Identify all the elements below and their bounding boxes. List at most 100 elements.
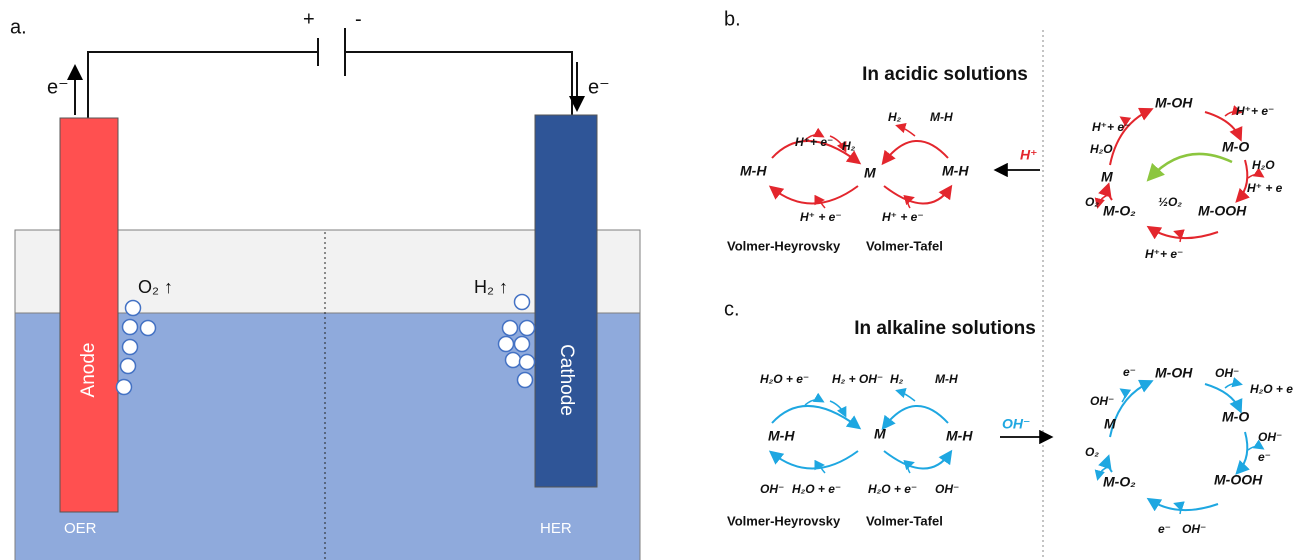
bubble xyxy=(518,373,533,388)
label: H⁺ xyxy=(1020,147,1038,163)
arrow xyxy=(1248,174,1262,178)
label: H₂ xyxy=(842,139,856,153)
arrow xyxy=(1110,382,1150,437)
label: M xyxy=(864,165,876,181)
bubble xyxy=(520,321,535,336)
page: {"panel_a": {"label": "a.", "plus": "+",… xyxy=(0,0,1293,560)
bubble xyxy=(121,359,136,374)
label: M xyxy=(874,426,886,442)
label: H⁺+ e⁻ xyxy=(1092,120,1130,134)
label: H⁺+ e⁻ xyxy=(1145,247,1183,261)
label: H₂ + OH⁻ xyxy=(832,372,883,386)
label: M-OH xyxy=(1155,365,1193,381)
arrow xyxy=(1238,432,1247,472)
label: In acidic solutions xyxy=(862,64,1028,85)
arrow xyxy=(884,406,948,427)
arrow xyxy=(1110,110,1150,165)
label: H⁺ + e⁻ xyxy=(882,210,924,224)
arrow xyxy=(1205,384,1240,410)
arrow xyxy=(1108,458,1113,472)
label: Volmer-Tafel xyxy=(866,238,943,253)
label: OH⁻ xyxy=(935,482,959,496)
bubble xyxy=(126,301,141,316)
arrow xyxy=(884,141,948,162)
label: H⁺+ e⁻ xyxy=(795,135,833,149)
arrow xyxy=(1238,160,1247,200)
arrow xyxy=(772,186,858,204)
label: H⁺ + e xyxy=(1247,181,1283,195)
bubble xyxy=(506,353,521,368)
label: O₂ xyxy=(1085,195,1099,209)
label: M-OOH xyxy=(1214,472,1263,488)
label: O₂ xyxy=(1085,445,1099,459)
label: M-H xyxy=(768,428,795,444)
arrow xyxy=(898,126,915,136)
label: OER xyxy=(64,520,97,537)
bubble xyxy=(515,295,530,310)
label: - xyxy=(355,8,362,30)
bubble xyxy=(499,337,514,352)
label: e⁻ xyxy=(1123,365,1136,379)
bubble xyxy=(503,321,518,336)
label: HER xyxy=(540,520,572,537)
label: H⁺ + e⁻ xyxy=(800,210,842,224)
arrow xyxy=(1108,186,1113,200)
label: M-O₂ xyxy=(1103,474,1136,490)
label: ½O₂ xyxy=(1158,195,1182,209)
bubble xyxy=(520,355,535,370)
bubble xyxy=(141,321,156,336)
label: a. xyxy=(10,16,27,38)
label: Volmer-Tafel xyxy=(866,513,943,528)
label: e⁻ xyxy=(1158,522,1171,536)
arrow xyxy=(805,400,822,405)
label: H₂O xyxy=(1090,142,1113,156)
arrow xyxy=(1150,228,1218,238)
label: OH⁻ xyxy=(1090,394,1114,408)
label: In alkaline solutions xyxy=(854,318,1036,339)
label: b. xyxy=(724,8,741,30)
figure: a.+-e⁻e⁻AnodeCathodeO₂ ↑H₂ ↑OERHERb.In a… xyxy=(0,0,1293,560)
label: H₂ xyxy=(890,372,904,386)
label: H₂O + e⁻ xyxy=(868,482,917,496)
electrolyzer xyxy=(15,28,640,560)
label: M-OOH xyxy=(1198,203,1247,219)
label: Volmer-Heyrovsky xyxy=(727,238,841,253)
label: e⁻ xyxy=(47,76,69,98)
label: M-H xyxy=(740,163,767,179)
label: e⁻ xyxy=(588,76,610,98)
arrow xyxy=(884,186,950,204)
label: M-O xyxy=(1222,409,1249,425)
label: + xyxy=(303,8,315,30)
label: H₂O xyxy=(1252,158,1275,172)
reaction-arrows xyxy=(772,110,1262,514)
label: H₂ ↑ xyxy=(474,277,508,297)
label: M-H xyxy=(935,372,958,386)
arrow xyxy=(908,463,912,473)
arrow xyxy=(1150,500,1218,510)
label: Volmer-Heyrovsky xyxy=(727,513,841,528)
arrow xyxy=(772,451,858,469)
label: Anode xyxy=(78,343,99,398)
arrow xyxy=(1150,154,1232,178)
label: H₂O + e⁻ xyxy=(792,482,841,496)
arrow xyxy=(908,198,912,208)
arrow xyxy=(898,391,915,401)
arrow xyxy=(884,451,950,469)
label: M-H xyxy=(946,428,973,444)
label: M-H xyxy=(930,110,953,124)
label: OH⁻ xyxy=(1002,416,1030,432)
arrow xyxy=(772,406,858,427)
label: M xyxy=(1101,169,1113,185)
label: H⁺+ e⁻ xyxy=(1236,104,1274,118)
label: OH⁻ xyxy=(760,482,784,496)
label: e⁻ xyxy=(1258,450,1271,464)
label: M-O₂ xyxy=(1103,203,1136,219)
bubble xyxy=(515,337,530,352)
arrow xyxy=(1122,390,1125,402)
arrow xyxy=(1225,384,1240,389)
label: H₂ xyxy=(888,110,902,124)
arrow xyxy=(1205,112,1240,138)
label: OH⁻ xyxy=(1215,366,1239,380)
label: c. xyxy=(724,298,740,320)
label: M xyxy=(1104,416,1116,432)
